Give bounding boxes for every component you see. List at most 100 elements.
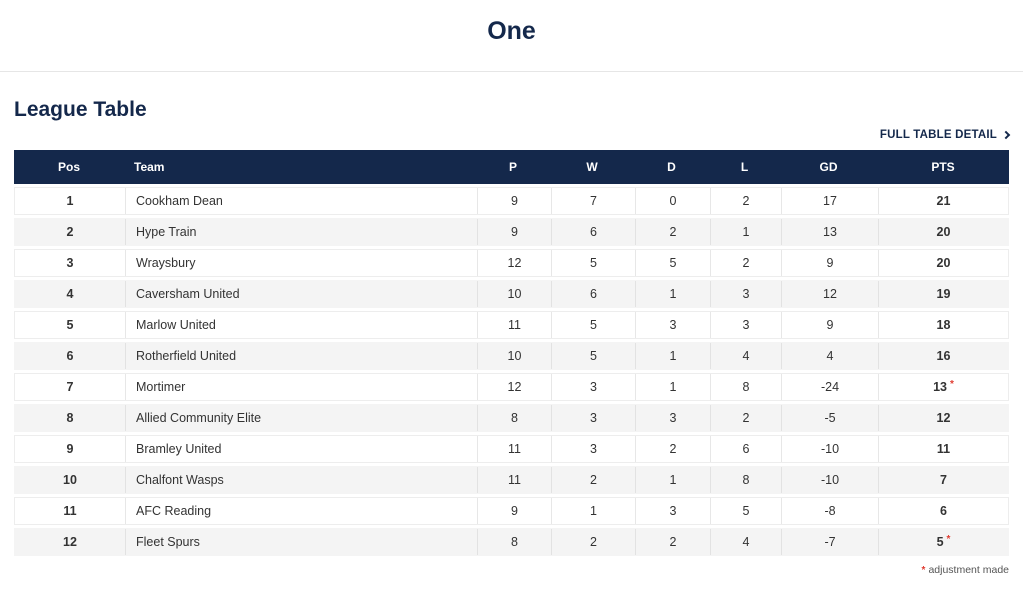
cell-w-value: 2	[590, 535, 597, 549]
cell-d: 3	[635, 405, 710, 431]
cell-d: 5	[635, 250, 710, 276]
page-header: One	[0, 0, 1023, 72]
cell-w: 2	[551, 467, 635, 493]
cell-d: 0	[635, 188, 710, 214]
cell-pts: 18	[878, 312, 1008, 338]
table-row: 5 Marlow United 11 5 3 3 9 18	[14, 311, 1009, 339]
table-row: 6 Rotherfield United 10 5 1 4 4 16	[14, 342, 1009, 370]
cell-l: 4	[710, 343, 781, 369]
cell-d-value: 1	[669, 349, 677, 363]
cell-gd: -10	[781, 467, 878, 493]
cell-p: 8	[477, 529, 551, 555]
cell-pos: 5	[15, 312, 125, 338]
cell-team: Marlow United	[125, 312, 477, 338]
table-row: 1 Cookham Dean 9 7 0 2 17 21	[14, 187, 1009, 215]
section-heading: League Table	[14, 98, 147, 121]
cell-p-value: 12	[507, 256, 522, 270]
cell-l-value: 5	[742, 504, 750, 518]
cell-gd-value: 9	[826, 318, 834, 332]
adjustment-asterisk-icon: *	[950, 378, 954, 390]
cell-team-value: Wraysbury	[136, 256, 196, 270]
cell-pts-value: 13	[933, 380, 947, 394]
cell-d: 3	[635, 312, 710, 338]
cell-gd-value: -10	[820, 473, 840, 487]
cell-p: 10	[477, 281, 551, 307]
cell-team: Caversham United	[125, 281, 477, 307]
cell-w-value: 5	[590, 256, 597, 270]
cell-p: 11	[477, 436, 551, 462]
page-title: One	[487, 17, 536, 45]
table-body: 1 Cookham Dean 9 7 0 2 17 21 2 Hype Train 9 6 2 1 13 20…	[14, 187, 1009, 556]
cell-pos-value: 1	[66, 194, 74, 208]
cell-pts-value: 11	[936, 442, 951, 456]
cell-p: 10	[477, 343, 551, 369]
cell-gd-value: 13	[823, 225, 837, 239]
cell-gd: 9	[781, 250, 878, 276]
cell-p: 9	[477, 188, 551, 214]
cell-l-value: 4	[742, 535, 750, 549]
cell-gd-value: -24	[820, 380, 840, 394]
cell-gd: 13	[781, 219, 878, 245]
cell-p-value: 10	[507, 287, 522, 301]
cell-l: 2	[710, 250, 781, 276]
cell-l: 4	[710, 529, 781, 555]
cell-p: 12	[477, 250, 551, 276]
cell-pos: 1	[15, 188, 125, 214]
table-row: 7 Mortimer 12 3 1 8 -24 13 *	[14, 373, 1009, 401]
table-row: 2 Hype Train 9 6 2 1 13 20	[14, 218, 1009, 246]
column-header-pos: Pos	[57, 160, 80, 174]
cell-w-value: 1	[590, 504, 597, 518]
league-table-section: League Table FULL TABLE DETAIL Pos Team P W…	[0, 98, 1023, 576]
cell-w: 6	[551, 219, 635, 245]
cell-w-value: 3	[590, 442, 597, 456]
cell-pos: 4	[15, 281, 125, 307]
cell-d: 2	[635, 219, 710, 245]
cell-d: 2	[635, 529, 710, 555]
cell-d-value: 1	[669, 287, 677, 301]
cell-p-value: 11	[508, 442, 521, 456]
cell-l-value: 3	[742, 318, 750, 332]
cell-pos-value: 9	[66, 442, 74, 456]
full-table-detail-link[interactable]: FULL TABLE DETAIL	[880, 129, 1011, 141]
cell-w: 5	[551, 250, 635, 276]
cell-team-value: Hype Train	[136, 225, 197, 239]
table-row: 3 Wraysbury 12 5 5 2 9 20	[14, 249, 1009, 277]
cell-gd: 4	[781, 343, 878, 369]
cell-pts-value: 5	[936, 535, 944, 549]
cell-gd-value: 9	[826, 256, 834, 270]
cell-w-value: 3	[590, 380, 597, 394]
cell-pos-value: 10	[63, 473, 77, 487]
column-header-gd: GD	[819, 160, 838, 174]
cell-d-value: 0	[669, 194, 677, 208]
cell-l-value: 8	[742, 380, 750, 394]
cell-w: 7	[551, 188, 635, 214]
cell-d-value: 1	[669, 473, 677, 487]
adjustment-footnote-text: adjustment made	[928, 564, 1009, 576]
table-row: 9 Bramley United 11 3 2 6 -10 11	[14, 435, 1009, 463]
column-header-d: D	[667, 160, 676, 174]
cell-w: 1	[551, 498, 635, 524]
cell-p: 9	[477, 219, 551, 245]
cell-pts: 21	[878, 188, 1008, 214]
league-table: Pos Team P W D L GD PTS 1 Cookham Dean 9 7 0 2 17 21 2 H…	[14, 150, 1009, 556]
cell-pts-value: 20	[936, 256, 951, 270]
cell-l: 1	[710, 219, 781, 245]
cell-d: 1	[635, 343, 710, 369]
cell-team: Allied Community Elite	[125, 405, 477, 431]
cell-l: 2	[710, 188, 781, 214]
chevron-right-icon	[1001, 130, 1011, 140]
cell-p-value: 10	[507, 349, 522, 363]
cell-team-value: Chalfont Wasps	[136, 473, 224, 487]
table-row: 12 Fleet Spurs 8 2 2 4 -7 5 *	[14, 528, 1009, 556]
cell-pos-value: 3	[66, 256, 74, 270]
cell-w: 6	[551, 281, 635, 307]
cell-w-value: 5	[590, 349, 597, 363]
cell-w-value: 7	[590, 194, 597, 208]
cell-p: 11	[477, 312, 551, 338]
cell-w-value: 6	[590, 225, 597, 239]
cell-p-value: 11	[508, 318, 521, 332]
cell-gd: 12	[781, 281, 878, 307]
cell-gd: -10	[781, 436, 878, 462]
cell-p: 8	[477, 405, 551, 431]
cell-pos: 10	[15, 467, 125, 493]
